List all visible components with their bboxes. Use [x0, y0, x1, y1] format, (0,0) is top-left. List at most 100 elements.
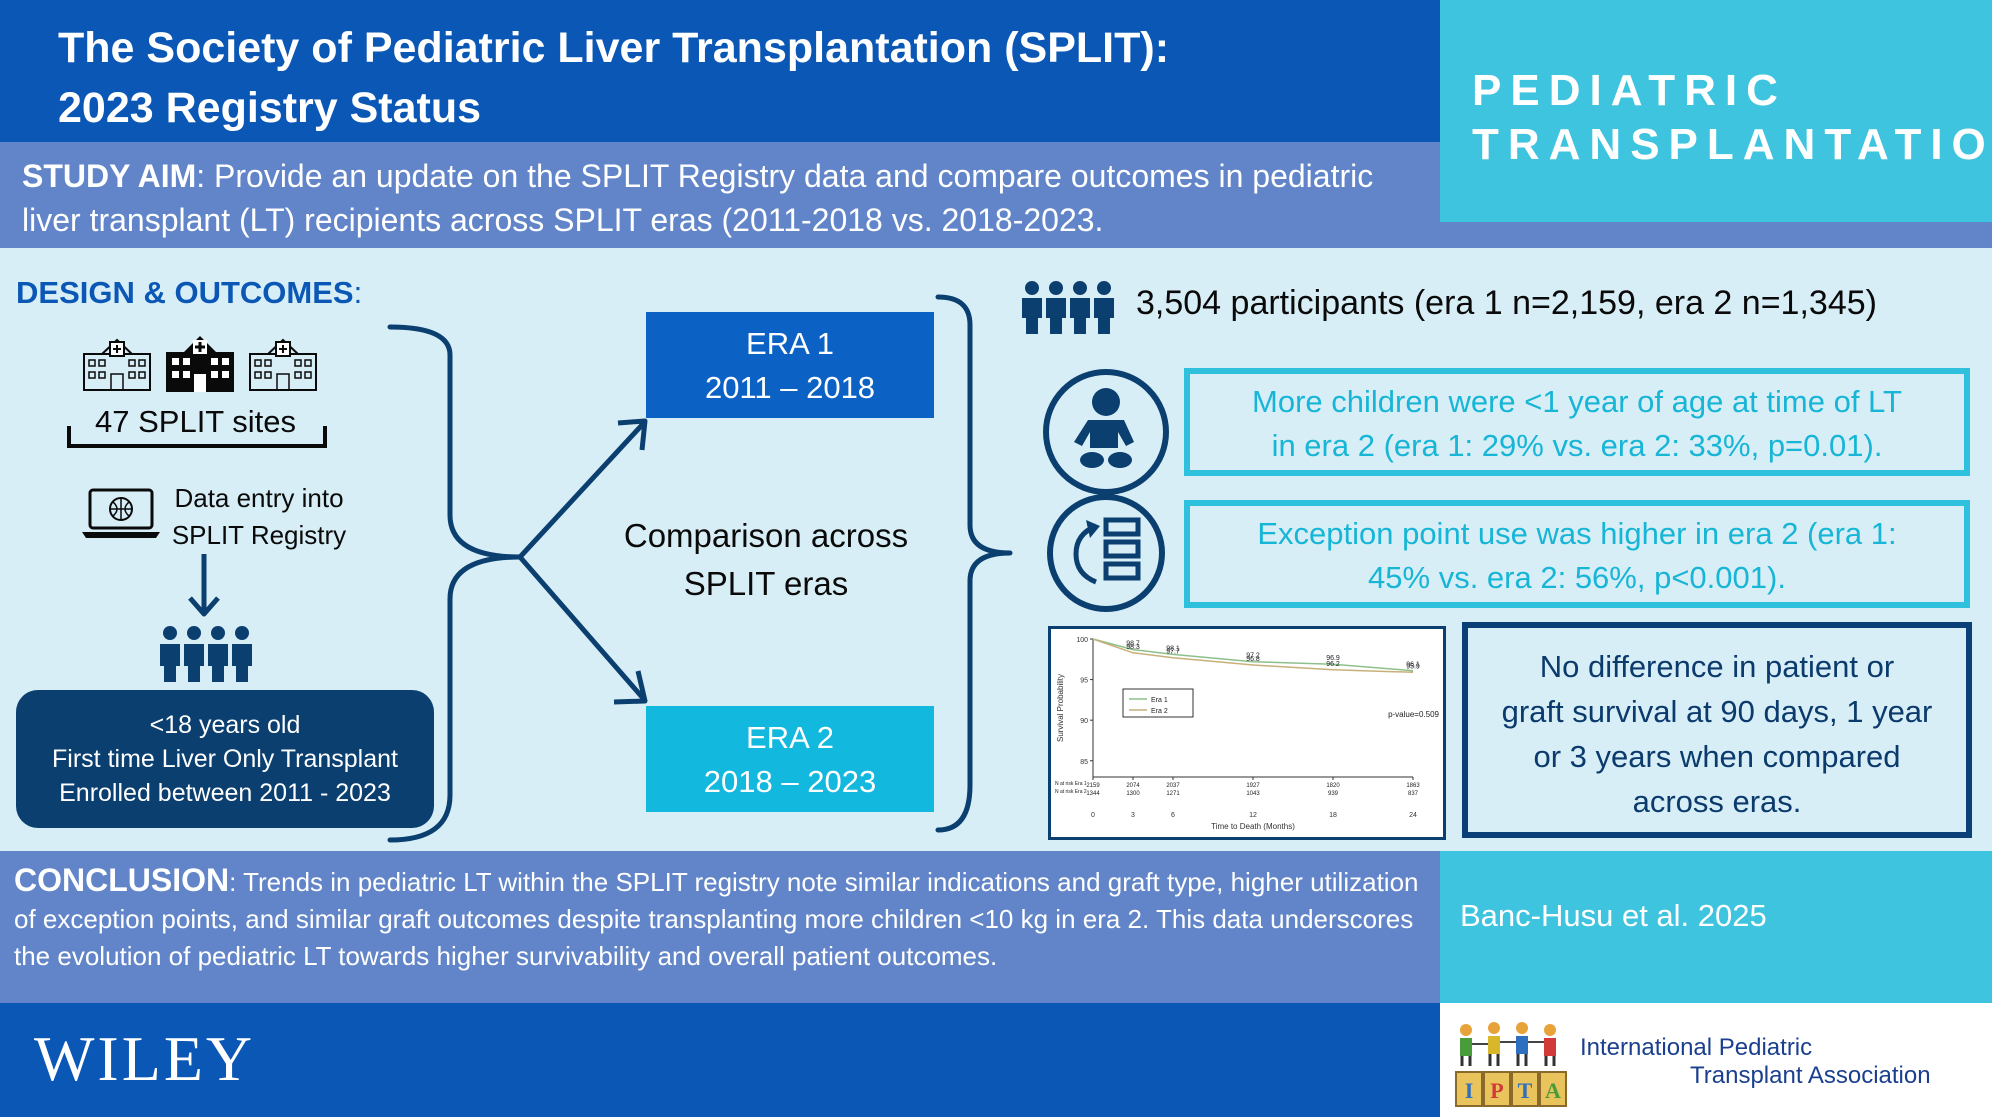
chart-risk-era1-value: 1863	[1406, 783, 1420, 789]
era-2-range: 2018 – 2023	[703, 764, 877, 799]
chart-x-tick-label: 3	[1131, 812, 1135, 819]
aim-bar-extension	[1440, 222, 1992, 248]
chart-risk-era1-value: 2159	[1086, 783, 1100, 789]
chart-risk-era1-value: 1820	[1326, 783, 1340, 789]
ipta-name-line-1: International Pediatric	[1580, 1034, 1813, 1061]
no-difference-line-1: No difference in patient or	[1539, 649, 1895, 684]
chart-y-tick-label: 85	[1080, 759, 1088, 766]
right-brace	[935, 294, 1013, 833]
ipta-block-i: I	[1465, 1078, 1474, 1103]
citation: Banc-Husu et al. 2025	[1460, 898, 1767, 933]
chart-risk-era2-value: 837	[1408, 791, 1419, 797]
chart-data-label: 97.7	[1166, 649, 1180, 656]
criteria-line-3: Enrolled between 2011 - 2023	[59, 779, 391, 807]
chart-data-label: 98.3	[1126, 644, 1140, 651]
design-label-colon: :	[353, 275, 363, 310]
chart-risk-row2-label: N at risk Era 2	[1055, 789, 1087, 795]
study-aim-label: STUDY AIM	[22, 158, 197, 194]
wiley-logo: WILEY	[34, 1023, 256, 1094]
children-figures-icon	[1460, 1022, 1556, 1066]
aim-bar	[0, 142, 1440, 248]
chart-y-tick-label: 100	[1076, 637, 1088, 644]
chart-y-tick-label: 90	[1080, 718, 1088, 725]
criteria-line-2: First time Liver Only Transplant	[52, 745, 398, 773]
journal-name-line-1: PEDIATRIC	[1472, 66, 1787, 115]
ipta-logo-icon: I P T A	[1455, 1022, 1567, 1107]
study-aim-text: : Provide an update on the SPLIT Registr…	[22, 158, 1374, 238]
ipta-name-line-2: Transplant Association	[1690, 1062, 1931, 1089]
ipta-blocks: I P T A	[1455, 1071, 1567, 1107]
chart-data-label: 95.9	[1406, 663, 1420, 670]
hospital-icon	[83, 338, 151, 391]
finding-exception-line-2: 45% vs. era 2: 56%, p<0.001).	[1368, 560, 1786, 595]
chart-x-axis-label: Time to Death (Months)	[1211, 822, 1295, 831]
chart-risk-era1-value: 2037	[1166, 783, 1180, 789]
no-difference-line-4: across eras.	[1632, 784, 1802, 819]
study-aim: STUDY AIM: Provide an update on the SPLI…	[22, 154, 1432, 242]
era-1-name: ERA 1	[746, 326, 834, 361]
exception-list-icon	[1047, 494, 1165, 612]
conclusion: CONCLUSION: Trends in pediatric LT withi…	[14, 862, 1434, 975]
baby-icon	[1043, 369, 1169, 495]
era-1-box: ERA 1 2011 – 2018	[646, 312, 934, 418]
chart-series-line-1	[1092, 638, 1414, 672]
survival-chart: 100 95 90 85 0 3 6 12 18 24 Survival Probability Ti…	[1048, 626, 1446, 840]
participants-count: 3,504 participants (era 1 n=2,159, era 2…	[1136, 284, 1877, 322]
title-line-2: 2023 Registry Status	[58, 84, 482, 132]
ipta-block-t: T	[1518, 1078, 1533, 1103]
finding-exception-line-1: Exception point use was higher in era 2 …	[1257, 516, 1897, 551]
chart-y-tick-label: 95	[1080, 678, 1088, 685]
title-line-1: The Society of Pediatric Liver Transplan…	[58, 24, 1170, 72]
chart-y-axis-label: Survival Probability	[1056, 674, 1065, 742]
chart-p-value: p-value=0.509	[1388, 710, 1439, 719]
chart-risk-era2-value: 1043	[1246, 791, 1260, 797]
design-label-text: DESIGN & OUTCOMES	[16, 275, 354, 310]
chart-data-label: 96.2	[1326, 661, 1340, 668]
participants-icon	[1022, 281, 1114, 334]
flow-connectors	[387, 294, 1013, 843]
conclusion-label: CONCLUSION	[14, 862, 230, 898]
chart-data-label: 97.2	[1246, 653, 1260, 660]
chart-x-tick-label: 24	[1409, 812, 1417, 819]
journal-name: PEDIATRIC TRANSPLANTATION	[1472, 64, 1992, 172]
data-entry-caption: Data entry into SPLIT Registry	[166, 480, 352, 554]
down-arrow-icon	[188, 554, 220, 617]
design-outcomes-heading: DESIGN & OUTCOMES:	[16, 275, 362, 311]
criteria-line-1: <18 years old	[149, 711, 301, 739]
laptop-icon	[82, 488, 160, 538]
no-difference-line-2: graft survival at 90 days, 1 year	[1501, 694, 1933, 729]
no-difference-line-3: or 3 years when compared	[1533, 739, 1901, 774]
journal-banner	[1440, 0, 1992, 222]
era-1-range: 2011 – 2018	[704, 370, 876, 405]
conclusion-text: : Trends in pediatric LT within the SPLI…	[14, 867, 1419, 971]
chart-legend-box	[1122, 688, 1194, 718]
comparison-line-2: SPLIT eras	[683, 565, 849, 602]
chart-legend-label: Era 1	[1151, 697, 1168, 704]
era-2-box: ERA 2 2018 – 2023	[646, 706, 934, 812]
page-title: The Society of Pediatric Liver Transplan…	[58, 18, 1418, 138]
data-entry-line-1: Data entry into	[174, 483, 344, 513]
footer-bar	[0, 1003, 1440, 1117]
left-brace	[387, 324, 523, 843]
chart-risk-era2-value: 1271	[1166, 791, 1180, 797]
chart-risk-era1-value: 1927	[1246, 783, 1260, 789]
hospital-icon	[249, 338, 317, 391]
finding-age-box: More children were <1 year of age at tim…	[1184, 368, 1970, 476]
no-difference-box: No difference in patient or graft surviv…	[1462, 622, 1972, 838]
inclusion-criteria-box: <18 years old First time Liver Only Tran…	[16, 690, 434, 828]
conclusion-bar	[0, 851, 1440, 1003]
header-bar	[0, 0, 1440, 142]
sites-bracket	[67, 426, 327, 448]
chart-series-line-2	[1092, 638, 1414, 674]
chart-data-label: 96.9	[1326, 655, 1340, 662]
arrow-to-era1	[517, 422, 645, 560]
chart-data-label: 98.7	[1126, 641, 1140, 648]
sites-count: 47 SPLIT sites	[95, 404, 297, 439]
people-group-icon	[160, 626, 252, 682]
finding-age-line-1: More children were <1 year of age at tim…	[1252, 384, 1902, 419]
chart-risk-row1-label: N at risk Era 1	[1055, 781, 1087, 787]
chart-risk-era2-value: 1344	[1086, 791, 1100, 797]
ipta-block-a: A	[1545, 1078, 1561, 1103]
hospital-icon-filled	[166, 336, 234, 392]
era-2-name: ERA 2	[746, 720, 834, 755]
